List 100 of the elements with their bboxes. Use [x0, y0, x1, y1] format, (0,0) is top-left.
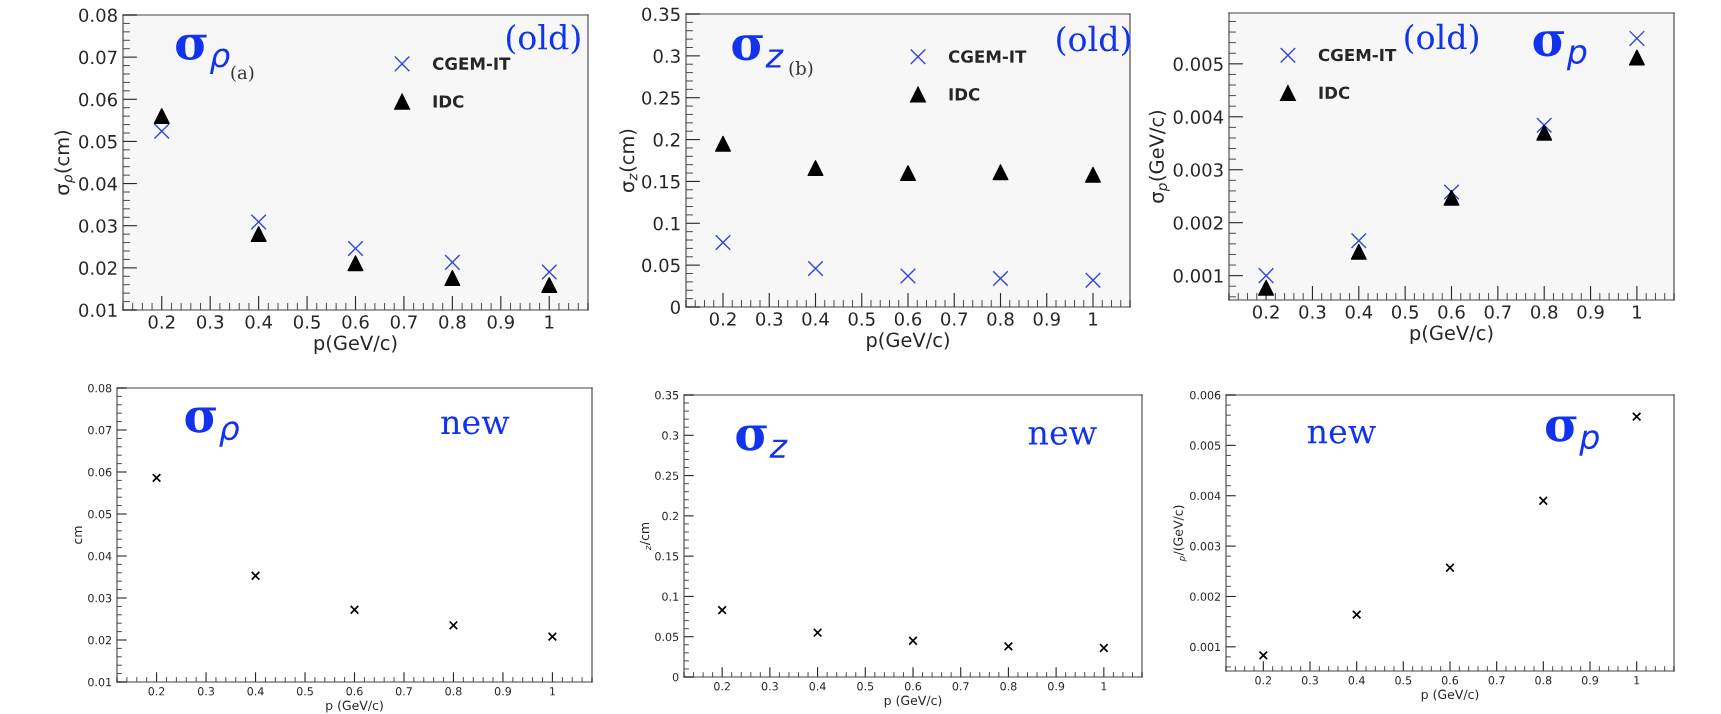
legend-label: CGEM-IT	[948, 50, 1027, 63]
point	[1350, 243, 1367, 260]
point	[1538, 496, 1548, 506]
y-tick-label: 0.03	[79, 219, 117, 233]
annotation: new	[1307, 425, 1376, 444]
point	[153, 123, 170, 140]
y-tick-label: 0.05	[655, 632, 679, 642]
y-tick-label: 0	[672, 672, 679, 682]
point	[349, 605, 360, 615]
y-tick-label: 0.08	[79, 8, 117, 23]
legend-label: IDC	[949, 88, 980, 101]
point	[151, 473, 162, 483]
point	[1352, 609, 1362, 620]
x-tick-label: 1	[1089, 312, 1098, 326]
y-tick-label: 0.02	[79, 261, 117, 275]
x-tick-label: 1	[550, 687, 555, 696]
point	[444, 269, 461, 286]
x-tick-label: 0.3	[1299, 305, 1326, 319]
y-tick-label: 0.003	[1190, 542, 1221, 551]
y-tick-label: 0.07	[88, 425, 112, 435]
x-tick-label: 0.6	[1438, 305, 1465, 319]
y-tick-label: 0.004	[1190, 491, 1221, 501]
point	[153, 108, 170, 125]
x-tick-label: 0.6	[346, 687, 363, 696]
point	[715, 234, 731, 251]
legend-label: IDC	[1319, 86, 1350, 100]
y-tick-label: 0.05	[642, 258, 680, 273]
point	[250, 571, 261, 581]
point	[1350, 232, 1367, 249]
y-tick-label: 0.1	[653, 216, 680, 231]
x-tick-label: 0.8	[445, 687, 462, 696]
x-tick-label: 0.7	[390, 315, 417, 329]
y-tick-label: 0.05	[79, 134, 117, 149]
y-tick-label: 0	[670, 300, 680, 315]
x-axis-title: p (GeV/c)	[326, 700, 383, 713]
x-tick-label: 0.8	[1531, 305, 1558, 319]
x-tick-label: 0.6	[1441, 676, 1459, 685]
x-tick-label: 1	[545, 315, 554, 329]
y-tick-label: 0.08	[88, 383, 112, 393]
x-tick-label: 0.6	[904, 682, 922, 691]
y-axis-title: $_{p}$/(GeV/c)	[1173, 505, 1187, 562]
point	[1628, 49, 1645, 66]
y-tick-label: 0.3	[653, 49, 680, 63]
y-tick-label: 0.01	[79, 303, 117, 318]
x-tick-label: 0.2	[148, 315, 175, 329]
point	[1085, 272, 1101, 289]
x-tick-label: 0.2	[709, 312, 736, 326]
x-tick-label: 0.3	[756, 312, 783, 326]
annotation: (old)	[1405, 23, 1478, 55]
y-tick-label: 0.001	[1173, 269, 1223, 283]
annotation: σ$_{ρ}$	[176, 34, 230, 74]
x-tick-label: 0.2	[1255, 676, 1272, 685]
annotation: (old)	[506, 24, 580, 55]
y-tick-label: 0.001	[1190, 642, 1221, 652]
point	[1632, 412, 1642, 422]
point	[1258, 279, 1275, 296]
x-tick-label: 0.5	[1395, 676, 1412, 685]
point	[1536, 124, 1553, 141]
y-tick-label: 0.3	[662, 431, 679, 440]
x-axis-title: p(GeV/c)	[314, 335, 397, 354]
x-tick-label: 0.4	[809, 682, 826, 691]
point	[715, 135, 731, 152]
x-tick-label: 0.3	[197, 315, 224, 329]
y-tick-label: 0.04	[79, 177, 118, 191]
x-tick-label: 0.5	[848, 312, 875, 326]
point	[1628, 30, 1645, 47]
y-tick-label: 0.2	[662, 511, 679, 521]
point	[900, 165, 916, 182]
y-tick-label: 0.04	[88, 551, 112, 561]
x-tick-label: 0.5	[857, 682, 874, 691]
y-tick-label: 0.1	[662, 592, 679, 601]
y-tick-label: 0.02	[88, 635, 112, 645]
x-tick-label: 0.7	[395, 687, 412, 696]
y-tick-label: 0.003	[1173, 163, 1223, 177]
x-axis-title: p (GeV/c)	[1421, 689, 1479, 702]
x-tick-label: 0.4	[1345, 305, 1373, 319]
x-tick-label: 0.5	[293, 315, 320, 329]
x-tick-label: 0.6	[342, 315, 369, 329]
annotation: σ$_{ρ}$	[185, 407, 239, 447]
point	[992, 164, 1009, 181]
y-tick-label: 0.15	[655, 552, 679, 561]
point	[547, 632, 558, 642]
x-tick-label: 0.9	[1033, 312, 1060, 326]
point	[1099, 643, 1109, 653]
x-tick-label: 0.9	[487, 315, 514, 329]
y-tick-label: 0.06	[88, 467, 112, 477]
x-tick-label: 0.4	[1348, 676, 1365, 685]
legend-label: IDC	[433, 95, 464, 108]
x-axis-title: p(GeV/c)	[1410, 325, 1493, 344]
x-tick-label: 0.9	[494, 687, 511, 696]
annotation: new	[1028, 426, 1097, 445]
point	[900, 268, 916, 285]
annotation: (b)	[789, 60, 813, 78]
y-tick-label: 0.004	[1173, 110, 1224, 124]
x-tick-label: 0.4	[802, 312, 829, 326]
point	[1445, 563, 1455, 573]
point	[1443, 183, 1460, 200]
x-tick-label: 0.2	[148, 687, 165, 696]
x-tick-label: 0.9	[1581, 676, 1599, 685]
y-axis-title: $_{z}$/cm	[639, 522, 652, 551]
